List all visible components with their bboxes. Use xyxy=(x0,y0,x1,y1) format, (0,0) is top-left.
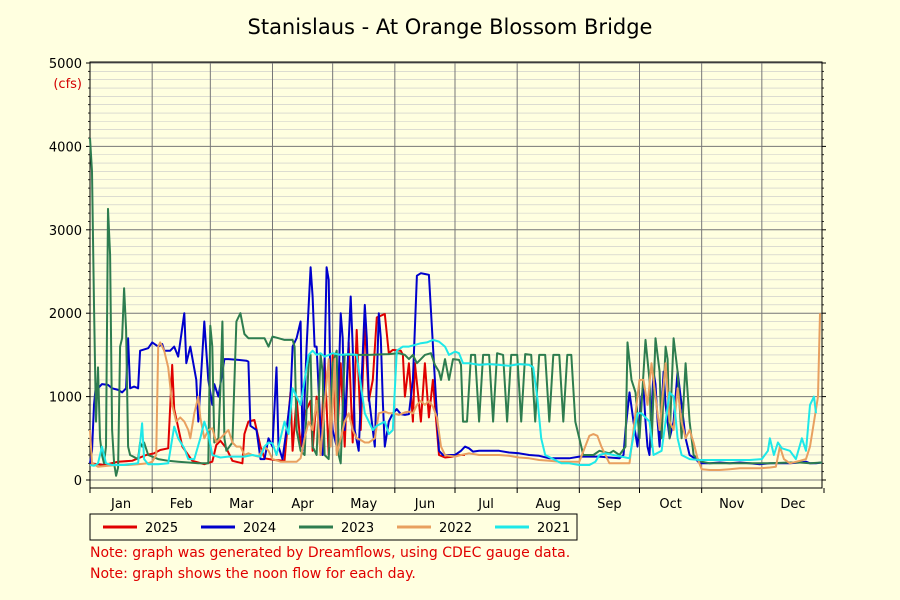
series-line-2022 xyxy=(89,313,821,471)
y-tick-label: 5000 xyxy=(49,57,82,72)
grid xyxy=(90,62,822,488)
y-tick-label: 4000 xyxy=(49,140,82,155)
y-tick-label: 2000 xyxy=(49,307,82,322)
axes: 0 1000 2000 3000 4000 5000 Jan Feb Mar Apr May Jun J… xyxy=(49,57,826,512)
x-tick-label: Aug xyxy=(536,497,561,512)
x-tick-label: Sep xyxy=(597,497,622,512)
y-tick-label: 0 xyxy=(74,474,82,489)
x-tick-label: Feb xyxy=(170,497,193,512)
chart-title: Stanislaus - At Orange Blossom Bridge xyxy=(248,15,653,39)
x-tick-label: Oct xyxy=(659,497,681,512)
x-tick-label: Jan xyxy=(110,497,131,512)
y-axis-unit-label: (cfs) xyxy=(53,77,82,92)
note-noon-flow: Note: graph shows the noon flow for each… xyxy=(90,566,416,582)
notes: Note: graph was generated by Dreamflows,… xyxy=(90,543,570,585)
y-tick-label: 3000 xyxy=(49,224,82,239)
plot-border xyxy=(89,61,823,489)
x-tick-label: Apr xyxy=(291,497,314,512)
series-line-2021 xyxy=(89,338,817,467)
legend-label-2021: 2021 xyxy=(537,521,570,536)
y-tick-label: 1000 xyxy=(49,391,82,406)
x-tick-label: Dec xyxy=(780,497,805,512)
legend-label-2022: 2022 xyxy=(439,521,472,536)
legend-label-2024: 2024 xyxy=(243,521,276,536)
x-tick-label: Jul xyxy=(477,497,494,512)
x-tick-label: Nov xyxy=(719,497,745,512)
legend-label-2023: 2023 xyxy=(341,521,374,536)
note-source: Note: graph was generated by Dreamflows,… xyxy=(90,545,571,561)
series-line-2024 xyxy=(89,266,823,466)
legend: 2025 2024 2023 2022 2021 xyxy=(89,513,578,541)
legend-box xyxy=(89,513,578,541)
series-lines xyxy=(89,138,823,477)
series-line-2023 xyxy=(89,138,823,477)
x-tick-label: May xyxy=(350,497,377,512)
x-tick-label: Jun xyxy=(414,497,435,512)
x-tick-label: Mar xyxy=(229,497,254,512)
legend-label-2025: 2025 xyxy=(145,521,178,536)
